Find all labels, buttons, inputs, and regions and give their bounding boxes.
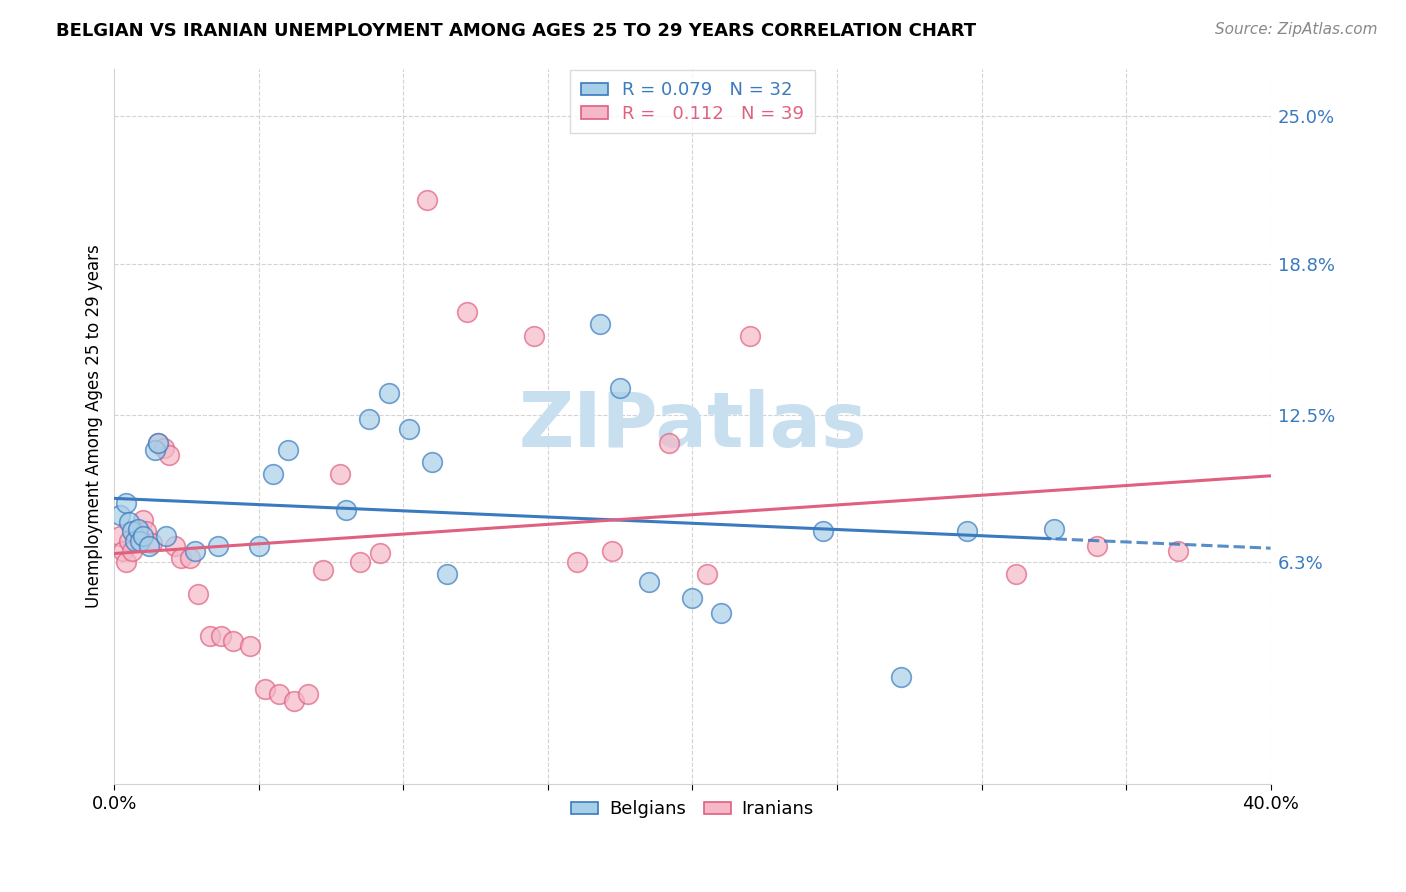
Point (1005, 567, 1028, 582)
Legend: Belgians, Iranians: Belgians, Iranians (564, 793, 821, 825)
Point (124, 534, 146, 549)
Point (155, 529, 177, 543)
Point (297, 687, 319, 701)
Point (311, 563, 333, 577)
Point (696, 567, 718, 582)
Point (121, 543, 143, 558)
Point (682, 591, 704, 606)
Point (115, 496, 138, 510)
Point (146, 436, 169, 450)
Y-axis label: Unemployment Among Ages 25 to 29 years: Unemployment Among Ages 25 to 29 years (86, 244, 103, 608)
Point (198, 630, 221, 644)
Point (956, 524, 979, 539)
Point (132, 512, 155, 526)
Point (118, 515, 141, 529)
Point (118, 534, 141, 549)
Point (138, 539, 160, 553)
Point (357, 412, 380, 426)
Point (179, 550, 201, 565)
Point (329, 467, 352, 482)
Point (165, 539, 187, 553)
Point (436, 567, 458, 582)
Point (127, 522, 149, 536)
Point (129, 534, 152, 549)
Point (108, 529, 131, 543)
Point (262, 467, 284, 482)
Point (378, 386, 401, 401)
Point (415, 193, 437, 207)
Point (277, 443, 299, 458)
Point (609, 381, 631, 395)
Point (253, 681, 276, 696)
Point (269, 687, 291, 701)
Point (112, 543, 135, 558)
Point (710, 606, 733, 620)
Point (1085, 539, 1108, 553)
Point (589, 317, 612, 331)
Point (283, 694, 305, 708)
Point (115, 556, 138, 570)
Text: BELGIAN VS IRANIAN UNEMPLOYMENT AMONG AGES 25 TO 29 YEARS CORRELATION CHART: BELGIAN VS IRANIAN UNEMPLOYMENT AMONG AG… (56, 22, 976, 40)
Point (638, 574, 661, 589)
Point (141, 536, 163, 550)
Point (398, 422, 420, 436)
Point (121, 524, 143, 539)
Point (456, 305, 478, 319)
Point (184, 543, 207, 558)
Point (222, 634, 245, 648)
Point (890, 670, 912, 684)
Point (522, 328, 544, 343)
Point (335, 503, 357, 517)
Point (143, 443, 166, 458)
Point (740, 328, 762, 343)
Point (370, 546, 392, 560)
Point (247, 539, 270, 553)
Point (600, 543, 623, 558)
Point (209, 630, 232, 644)
Point (422, 455, 444, 469)
Point (349, 556, 371, 570)
Point (157, 448, 180, 462)
Point (811, 524, 834, 539)
Point (108, 508, 131, 522)
Point (1167, 543, 1189, 558)
Text: Source: ZipAtlas.com: Source: ZipAtlas.com (1215, 22, 1378, 37)
Point (170, 550, 193, 565)
Point (565, 556, 588, 570)
Point (152, 441, 174, 455)
Point (1042, 522, 1064, 536)
Point (127, 524, 149, 539)
Point (135, 524, 157, 539)
Point (207, 539, 229, 553)
Point (658, 436, 681, 450)
Text: ZIPatlas: ZIPatlas (519, 390, 868, 464)
Point (239, 639, 262, 653)
Point (132, 529, 155, 543)
Point (146, 436, 169, 450)
Point (187, 586, 209, 600)
